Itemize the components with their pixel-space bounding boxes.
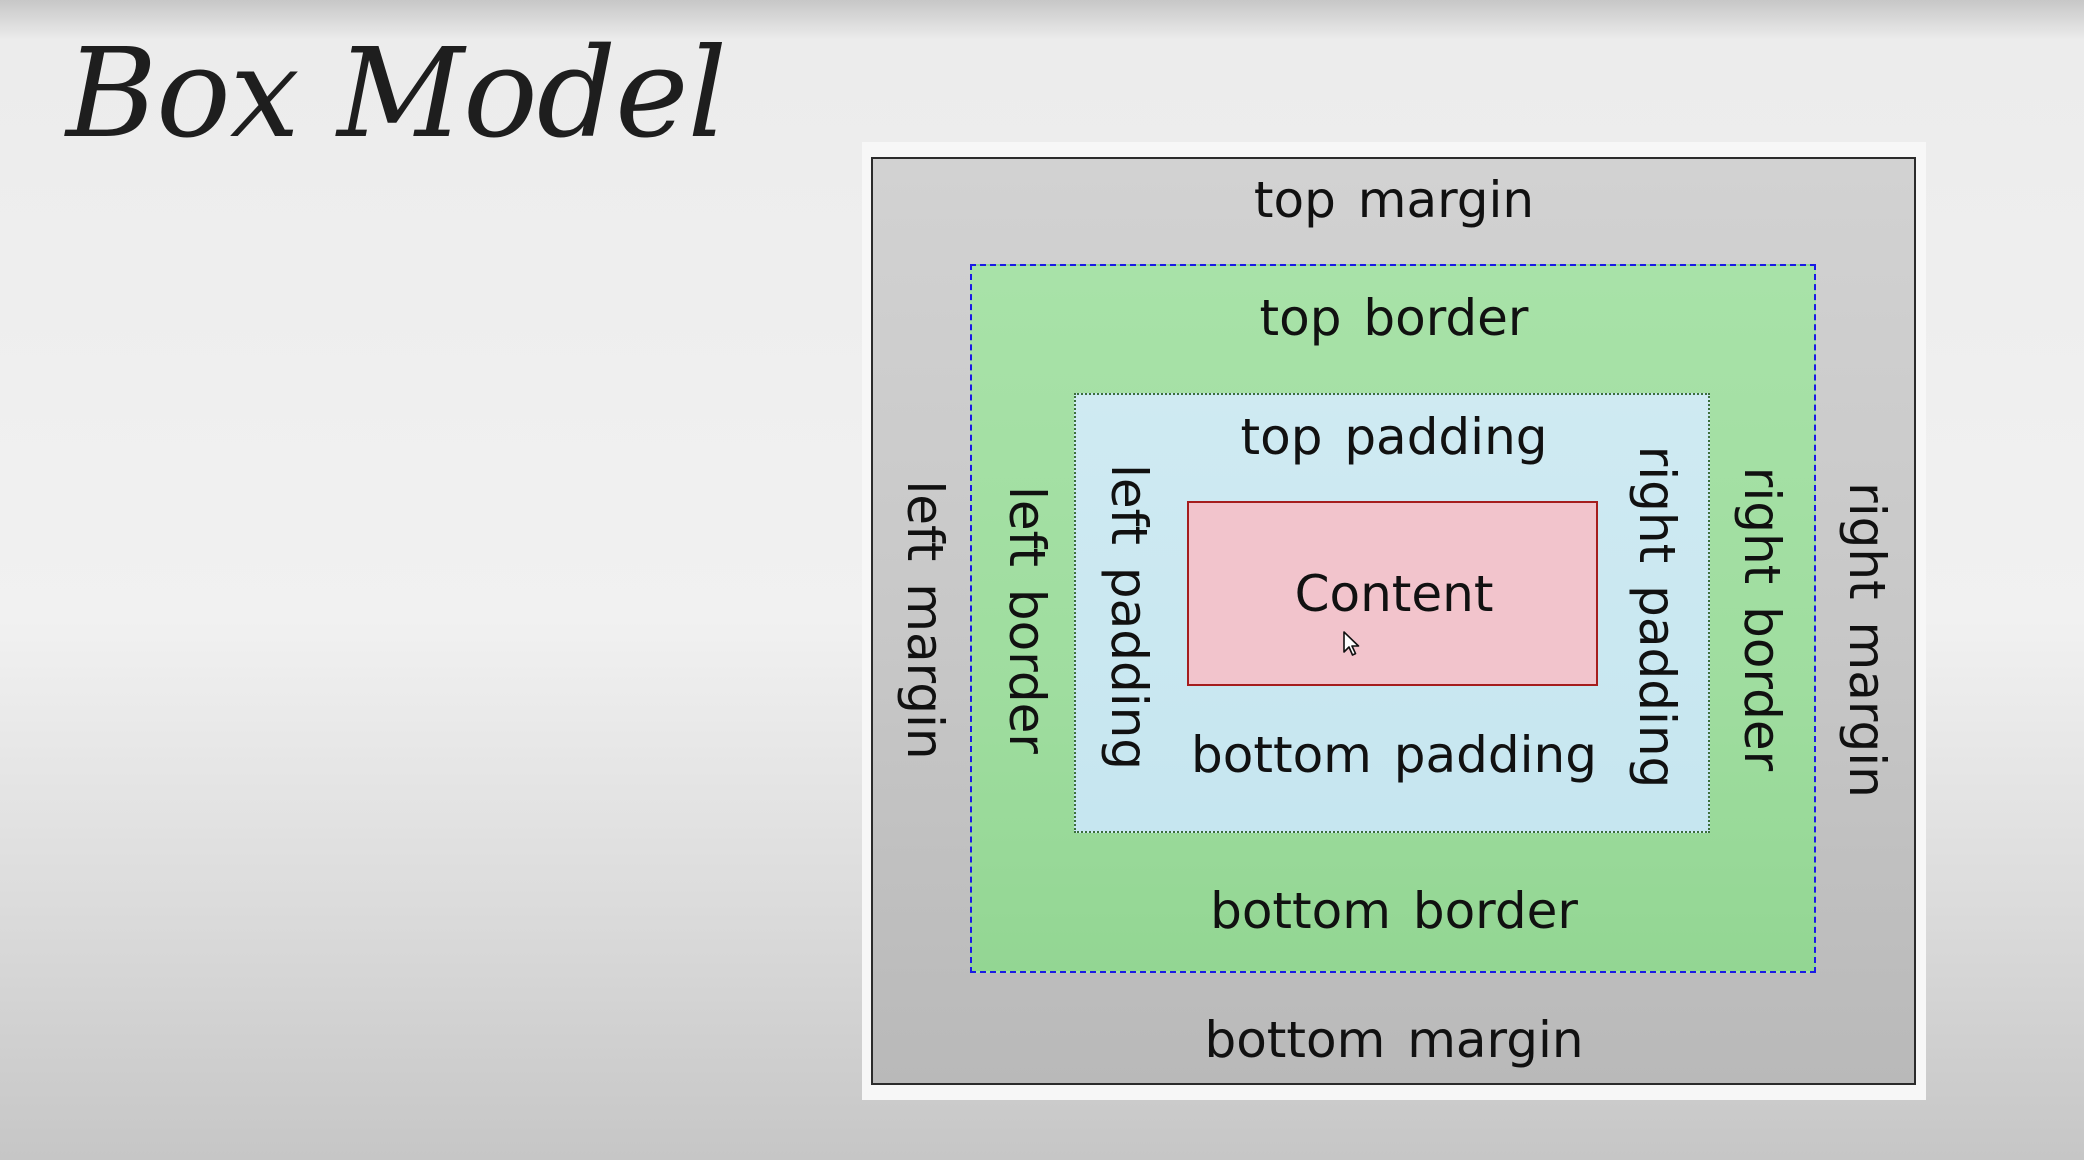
slide-title: Box Model [66,22,727,166]
bottom-margin-label: bottom margin [1204,1011,1584,1069]
content-label: Content [1294,565,1494,623]
bottom-padding-label: bottom padding [1191,726,1597,784]
left-margin-label: left margin [896,480,954,760]
right-padding-label: right padding [1628,445,1686,789]
top-padding-label: top padding [1240,408,1548,466]
top-margin-label: top margin [1253,171,1535,229]
left-padding-label: left padding [1100,463,1158,771]
right-margin-label: right margin [1838,482,1896,798]
mouse-pointer-icon [1343,631,1360,656]
left-border-label: left border [998,486,1056,754]
bottom-border-label: bottom border [1210,882,1578,940]
right-border-label: right border [1733,466,1791,772]
content-box [1187,501,1598,686]
top-border-label: top border [1259,289,1529,347]
